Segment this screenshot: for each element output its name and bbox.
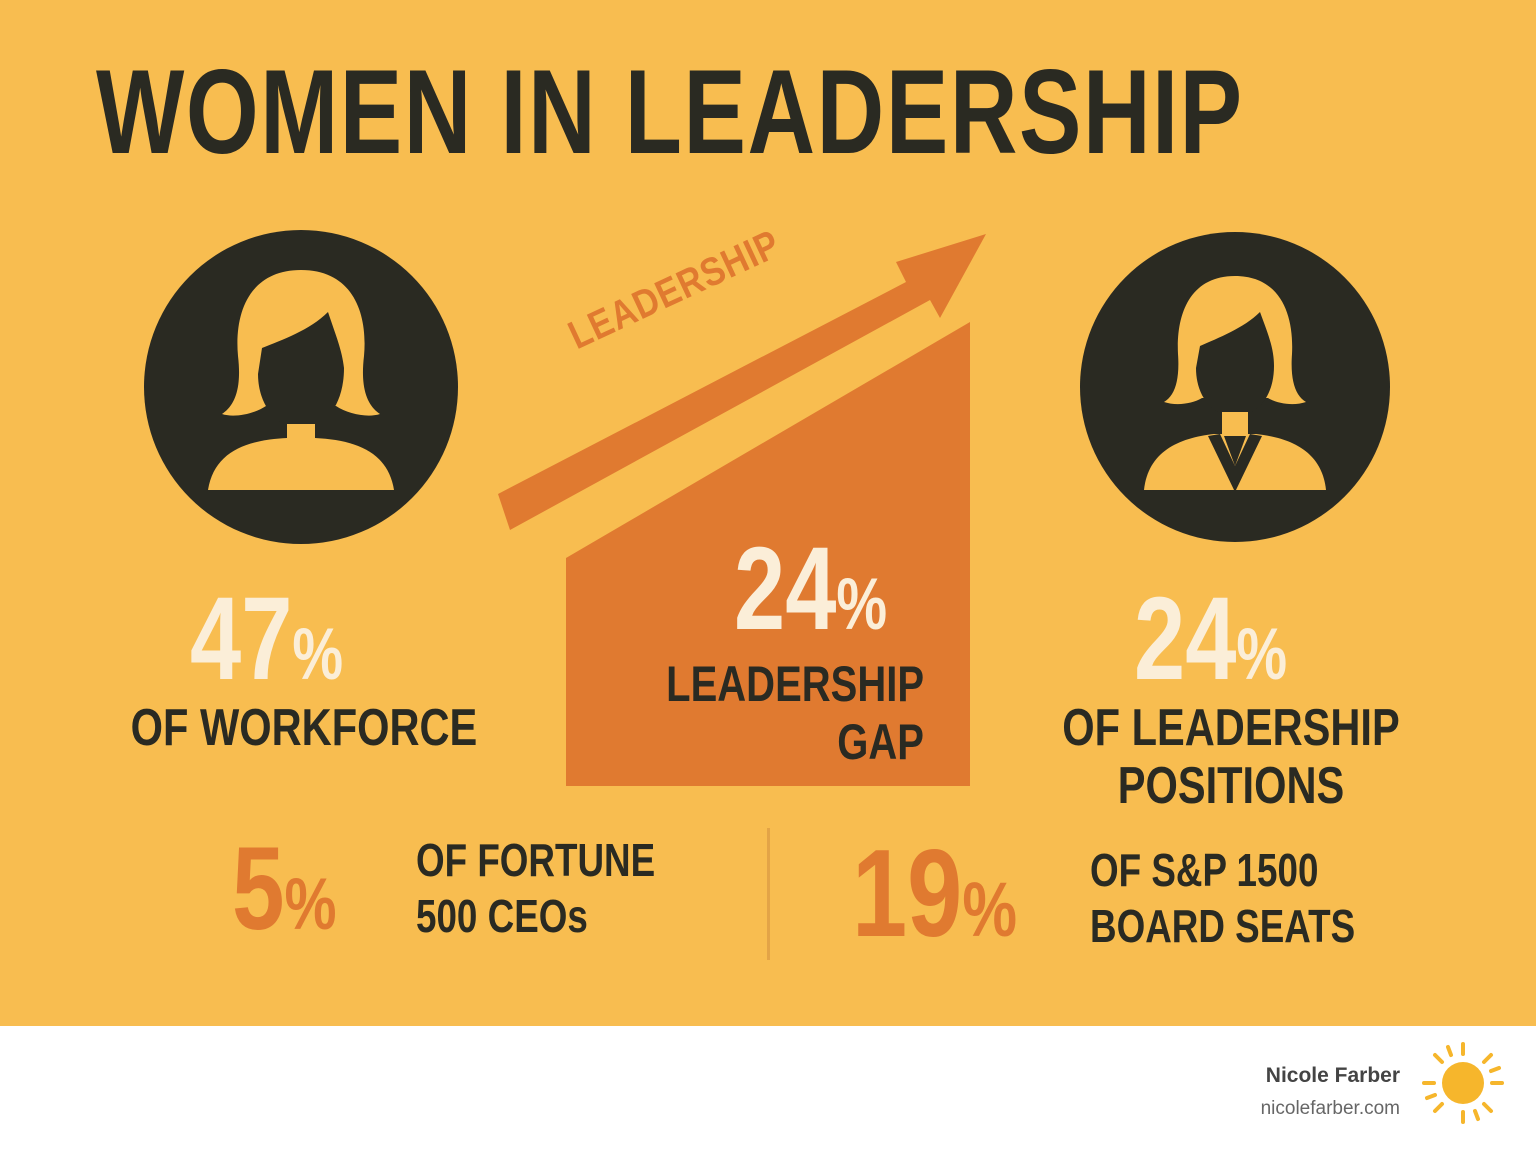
ceos-stat: 5% bbox=[232, 830, 337, 948]
workforce-stat: 47% bbox=[190, 580, 343, 698]
gap-number: 24 bbox=[734, 523, 837, 655]
leadership-stat: 24% bbox=[1134, 580, 1287, 698]
gap-stat: 24% bbox=[734, 530, 887, 648]
gap-label-line2: GAP bbox=[837, 714, 924, 770]
author-url[interactable]: nicolefarber.com bbox=[1260, 1098, 1400, 1119]
gap-label-line1: LEADERSHIP bbox=[666, 656, 924, 712]
ceos-label-line2: 500 CEOs bbox=[416, 890, 588, 942]
leadership-number: 24 bbox=[1134, 573, 1237, 705]
workforce-percent: % bbox=[292, 613, 344, 695]
leadership-label-line2: POSITIONS bbox=[1117, 757, 1345, 815]
leadership-label-line1: OF LEADERSHIP bbox=[1062, 699, 1400, 757]
infographic-poster: WOMEN IN LEADERSHIP LEADERSHIP 47% OF WO… bbox=[0, 0, 1536, 1026]
trend-arrow-icon bbox=[498, 234, 986, 530]
leadership-percent: % bbox=[1236, 613, 1288, 695]
board-stat: 19% bbox=[852, 832, 1017, 956]
businesswoman-icon bbox=[1080, 232, 1390, 542]
gap-percent: % bbox=[836, 563, 888, 645]
page-title: WOMEN IN LEADERSHIP bbox=[96, 45, 1244, 179]
workforce-number: 47 bbox=[190, 573, 293, 705]
woman-icon bbox=[144, 230, 458, 544]
author-name: Nicole Farber bbox=[1265, 1064, 1400, 1087]
ceos-label-line1: OF FORTUNE bbox=[416, 834, 656, 886]
ceos-number: 5 bbox=[232, 823, 285, 955]
stat-divider bbox=[767, 828, 770, 960]
board-label-line1: OF S&P 1500 bbox=[1090, 844, 1319, 896]
workforce-label: OF WORKFORCE bbox=[130, 699, 478, 757]
sun-icon bbox=[1422, 1042, 1504, 1124]
board-label-line2: BOARD SEATS bbox=[1090, 900, 1356, 952]
board-number: 19 bbox=[852, 825, 963, 963]
leadership-gap-shape bbox=[566, 322, 970, 786]
ceos-percent: % bbox=[284, 863, 337, 945]
board-percent: % bbox=[962, 867, 1018, 953]
